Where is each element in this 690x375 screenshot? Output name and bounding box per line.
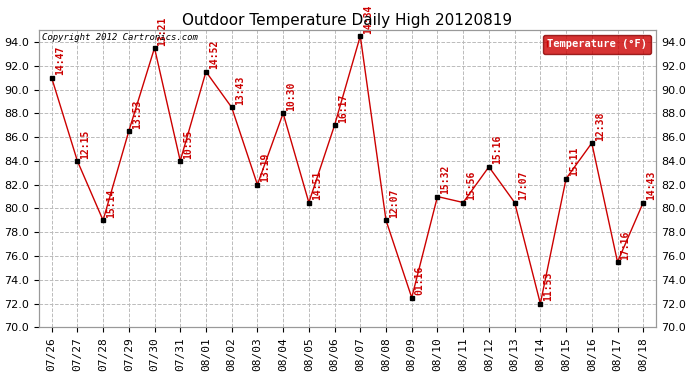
- Text: 17:16: 17:16: [620, 230, 631, 260]
- Text: 15:16: 15:16: [492, 135, 502, 165]
- Text: 16:17: 16:17: [337, 93, 348, 123]
- Text: 14:47: 14:47: [55, 46, 65, 75]
- Text: 15:32: 15:32: [440, 165, 451, 194]
- Text: 12:07: 12:07: [389, 189, 399, 218]
- Text: 15:11: 15:11: [569, 147, 579, 176]
- Text: 14:52: 14:52: [209, 40, 219, 69]
- Text: 12:38: 12:38: [595, 111, 605, 141]
- Text: 14:51: 14:51: [312, 171, 322, 200]
- Text: 13:53: 13:53: [132, 99, 142, 129]
- Title: Outdoor Temperature Daily High 20120819: Outdoor Temperature Daily High 20120819: [182, 12, 513, 27]
- Text: 12:15: 12:15: [81, 129, 90, 159]
- Text: 14:34: 14:34: [364, 4, 373, 34]
- Text: Copyright 2012 Cartronics.com: Copyright 2012 Cartronics.com: [42, 33, 198, 42]
- Text: 01:16: 01:16: [415, 266, 425, 295]
- Text: 11:53: 11:53: [544, 272, 553, 301]
- Text: 10:30: 10:30: [286, 82, 296, 111]
- Legend: Temperature (°F): Temperature (°F): [542, 35, 651, 54]
- Text: 14:43: 14:43: [647, 171, 656, 200]
- Text: 15:14: 15:14: [106, 189, 116, 218]
- Text: 13:21: 13:21: [157, 16, 168, 45]
- Text: 10:55: 10:55: [184, 129, 193, 159]
- Text: 13:19: 13:19: [261, 153, 270, 182]
- Text: 13:43: 13:43: [235, 76, 245, 105]
- Text: 15:56: 15:56: [466, 171, 476, 200]
- Text: 17:07: 17:07: [518, 171, 528, 200]
